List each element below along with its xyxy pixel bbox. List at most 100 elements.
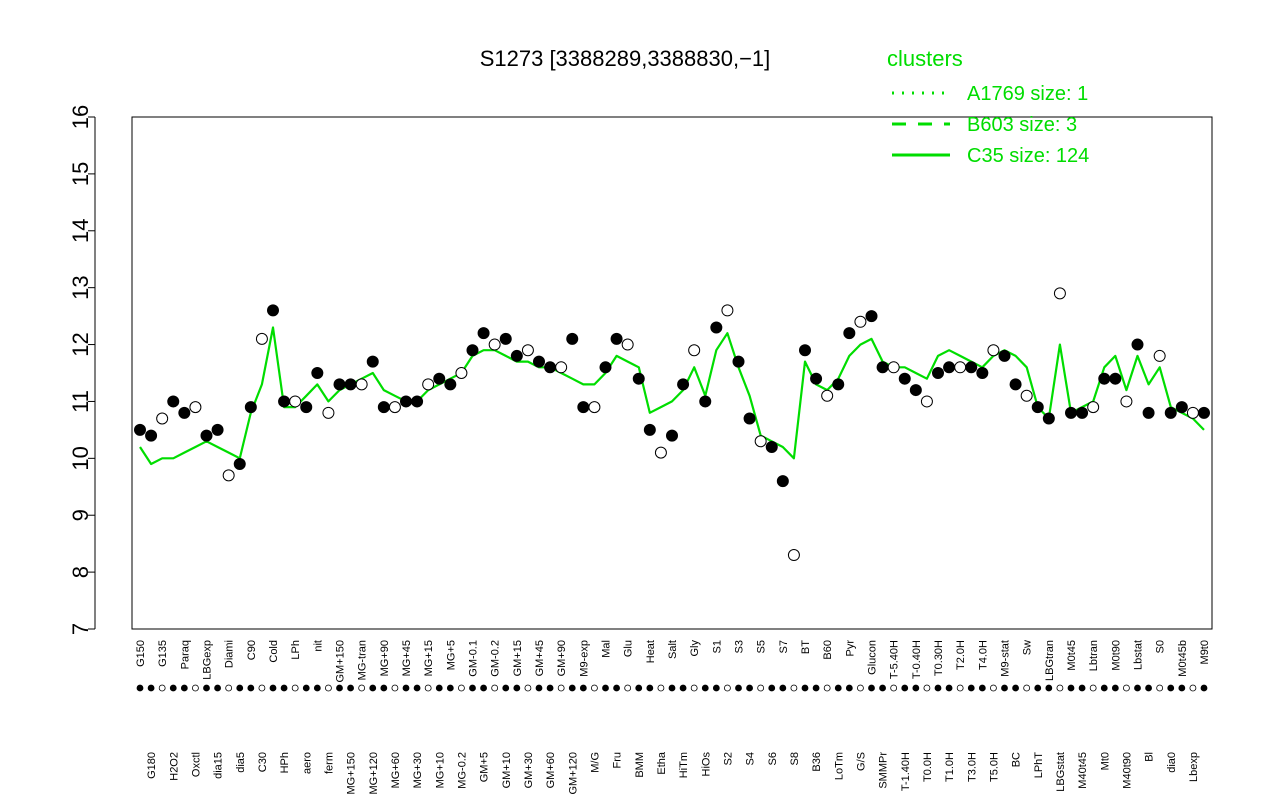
x-tick-label: T2.0H (955, 640, 967, 670)
x-tick-label: MG+90 (379, 640, 391, 676)
rug-marker (823, 684, 831, 692)
x-tick-label: T-5.40H (889, 640, 901, 679)
rug-marker (169, 684, 177, 692)
legend-label: C35 size: 124 (967, 145, 1089, 167)
data-point (1153, 349, 1166, 362)
rug-marker (446, 684, 454, 692)
x-tick-label: T1.0H (944, 752, 956, 782)
y-tick-label: 15 (68, 162, 93, 186)
rug-marker (1056, 684, 1064, 692)
data-point (145, 429, 158, 442)
x-tick-label: MG-0.2 (456, 752, 468, 789)
rug-marker (834, 684, 842, 692)
x-tick-label: GM+10 (501, 752, 513, 788)
x-tick-label: T0.0H (922, 752, 934, 782)
x-tick-label: Oxctl (190, 752, 202, 777)
rug-marker (214, 684, 221, 692)
y-tick-label: 9 (68, 509, 93, 521)
x-tick-label: GM+5 (479, 752, 491, 782)
x-tick-label: dia0 (1166, 752, 1178, 773)
axes: 7 8 9 10 11 12 13 14 15 16 (68, 105, 1213, 635)
data-point (754, 435, 767, 448)
x-tick-label: S4 (745, 752, 757, 765)
rug-marker (502, 684, 510, 692)
rug-marker (1178, 684, 1186, 692)
data-point (466, 344, 479, 357)
rug-marker (746, 684, 753, 692)
data-point (854, 315, 867, 328)
rug-marker (579, 684, 587, 692)
data-point (943, 361, 956, 374)
data-point (178, 406, 191, 419)
x-tick-label: C90 (246, 640, 258, 660)
x-tick-label: M9-stat (1000, 640, 1012, 677)
rug-marker (1089, 684, 1097, 692)
rug-marker (147, 684, 155, 692)
y-tick-label: 14 (68, 219, 93, 243)
chart-title: S1273 [3388289,3388830,−1] (480, 46, 771, 71)
rug-marker (591, 684, 598, 692)
rug-marker (180, 684, 188, 692)
legend: clusters A1769 size: 1 B603 size: 3 C35 si… (887, 46, 1089, 167)
data-point (632, 372, 645, 385)
data-point (233, 458, 246, 471)
data-point (843, 327, 856, 340)
rug-marker (923, 684, 931, 692)
x-tick-label: H2O2 (168, 752, 180, 781)
x-tick-label: Paraq (179, 640, 191, 669)
rug-marker (1100, 684, 1108, 692)
rug-marker (402, 684, 410, 692)
x-tick-label: dia15 (213, 752, 225, 779)
x-tick-label: GM-0.1 (468, 640, 480, 677)
x-tick-label: S5 (756, 640, 768, 653)
rug-marker (790, 684, 798, 692)
data-point (1009, 378, 1022, 391)
x-tick-label: SMMPr (878, 752, 890, 789)
data-point (267, 304, 279, 317)
data-point (688, 344, 701, 357)
data-point (488, 338, 501, 351)
x-tick-label: LBGexp (202, 640, 214, 680)
rug-marker (535, 684, 543, 692)
data-point (189, 401, 202, 414)
y-tick-label: 7 (68, 623, 93, 635)
data-point (400, 395, 412, 408)
rug-marker (391, 684, 399, 692)
rug-marker (258, 684, 266, 692)
points-layer (134, 287, 1210, 562)
x-tick-label: HiTm (678, 752, 690, 778)
data-point (1042, 412, 1055, 425)
data-point (832, 378, 845, 391)
x-tick-label: T0.30H (933, 640, 945, 676)
x-tick-label: M/G (589, 752, 601, 773)
data-point (732, 355, 745, 368)
rug-marker (879, 684, 886, 692)
data-point (810, 372, 823, 385)
x-tick-label: Lbtran (1088, 640, 1100, 671)
data-point (510, 349, 523, 362)
data-point (499, 332, 512, 345)
rug-marker (845, 684, 853, 692)
data-point (987, 344, 1000, 357)
data-point (322, 406, 335, 419)
data-point (1164, 406, 1177, 419)
x-tick-label: MG+60 (390, 752, 402, 788)
rug-marker (1145, 684, 1152, 692)
y-tick-label: 8 (68, 566, 93, 578)
data-point (1020, 389, 1033, 402)
rug-marker (690, 684, 698, 692)
rug-marker (646, 684, 654, 692)
x-tick-label: Mal (601, 640, 613, 658)
x-tick-label: T5.0H (988, 752, 1000, 782)
x-tick-label: Fru (612, 752, 624, 769)
data-point (255, 332, 268, 345)
rug-marker (369, 684, 377, 692)
rug-marker (602, 684, 609, 692)
x-tick-label: Salt (667, 640, 679, 659)
x-tick-label: GM-0.2 (490, 640, 502, 677)
data-point (976, 367, 989, 379)
data-point (377, 401, 390, 414)
rug-marker (513, 684, 521, 692)
x-tick-label: GM+120 (567, 752, 579, 795)
rug-marker (934, 684, 942, 692)
